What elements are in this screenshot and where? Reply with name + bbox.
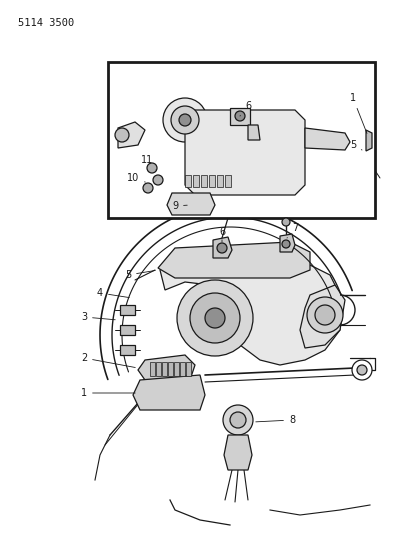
Text: 1: 1 [350, 93, 367, 133]
Text: 5: 5 [350, 140, 362, 150]
Bar [186, 362, 191, 376]
Bar [217, 175, 223, 187]
Bar [209, 175, 215, 187]
Text: 5114 3500: 5114 3500 [18, 18, 74, 28]
Bar [108, 62, 375, 218]
Polygon shape [305, 128, 350, 150]
Text: 4: 4 [97, 288, 129, 298]
Polygon shape [160, 250, 340, 365]
Polygon shape [213, 237, 232, 258]
Polygon shape [185, 110, 305, 195]
Bar [168, 362, 173, 376]
Text: 1: 1 [81, 388, 135, 398]
Bar [156, 362, 161, 376]
Text: 3: 3 [81, 312, 115, 322]
Polygon shape [300, 285, 345, 348]
Circle shape [282, 218, 290, 226]
Polygon shape [280, 234, 295, 252]
Circle shape [115, 128, 129, 142]
Polygon shape [133, 375, 205, 410]
Polygon shape [248, 125, 260, 140]
Polygon shape [224, 435, 252, 470]
Polygon shape [230, 108, 250, 125]
Circle shape [205, 308, 225, 328]
Polygon shape [366, 130, 372, 151]
Text: 10: 10 [127, 173, 145, 183]
Polygon shape [167, 193, 215, 215]
Bar [162, 362, 167, 376]
Text: 5: 5 [125, 270, 155, 280]
Circle shape [307, 297, 343, 333]
Bar [201, 175, 207, 187]
Bar [225, 175, 231, 187]
Circle shape [352, 360, 372, 380]
Polygon shape [120, 345, 135, 355]
Text: 11: 11 [141, 155, 156, 170]
Text: 9: 9 [172, 201, 187, 211]
Circle shape [235, 111, 245, 121]
Polygon shape [158, 242, 310, 278]
Bar [180, 362, 185, 376]
Polygon shape [138, 355, 195, 380]
Circle shape [171, 106, 199, 134]
Text: 8: 8 [256, 415, 295, 425]
Circle shape [190, 293, 240, 343]
Circle shape [153, 175, 163, 185]
Text: 2: 2 [81, 353, 135, 367]
Text: 6: 6 [240, 101, 251, 116]
Bar [174, 362, 179, 376]
Circle shape [315, 305, 335, 325]
Polygon shape [120, 305, 135, 315]
Bar [185, 175, 191, 187]
Circle shape [217, 243, 227, 253]
Circle shape [177, 280, 253, 356]
Text: 6: 6 [219, 227, 225, 242]
Circle shape [143, 183, 153, 193]
Bar [193, 175, 199, 187]
Circle shape [179, 114, 191, 126]
Polygon shape [120, 325, 135, 335]
Circle shape [163, 98, 207, 142]
Polygon shape [118, 122, 145, 148]
Circle shape [147, 163, 157, 173]
Bar [150, 362, 155, 376]
Circle shape [230, 412, 246, 428]
Circle shape [282, 240, 290, 248]
Text: 7: 7 [287, 223, 298, 238]
Circle shape [223, 405, 253, 435]
Circle shape [357, 365, 367, 375]
